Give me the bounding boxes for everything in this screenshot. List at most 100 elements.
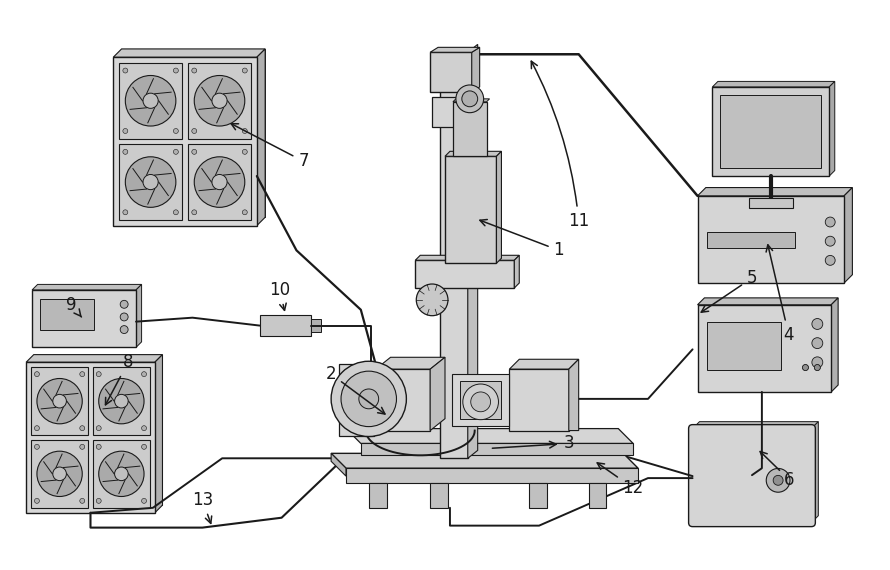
Circle shape (194, 75, 245, 126)
Circle shape (417, 284, 448, 316)
Circle shape (463, 384, 498, 420)
Circle shape (766, 469, 790, 492)
Circle shape (359, 389, 378, 409)
Bar (93, 440, 150, 508)
Circle shape (825, 217, 835, 227)
Text: 11: 11 (531, 61, 589, 230)
Circle shape (143, 174, 158, 190)
Bar (40, 299, 94, 330)
Circle shape (341, 371, 396, 426)
Circle shape (812, 357, 822, 368)
Circle shape (80, 426, 85, 431)
Polygon shape (569, 359, 578, 430)
Text: 5: 5 (701, 269, 757, 312)
Circle shape (242, 210, 247, 215)
Circle shape (142, 445, 147, 449)
Circle shape (174, 149, 178, 154)
Bar (440, 52, 468, 458)
Bar (32, 290, 136, 347)
Text: 8: 8 (106, 353, 134, 405)
Circle shape (212, 174, 227, 190)
Text: 3: 3 (492, 434, 574, 453)
Circle shape (123, 210, 128, 215)
Circle shape (35, 445, 39, 449)
Polygon shape (812, 422, 818, 523)
Text: 13: 13 (191, 491, 213, 523)
Bar (708, 233, 796, 248)
Polygon shape (831, 298, 838, 392)
Circle shape (123, 149, 128, 154)
Bar (698, 305, 831, 392)
Circle shape (143, 93, 158, 108)
Bar (93, 368, 150, 435)
Circle shape (123, 128, 128, 133)
Circle shape (120, 313, 128, 321)
Polygon shape (122, 49, 265, 217)
Polygon shape (453, 99, 490, 102)
Circle shape (120, 325, 128, 333)
Polygon shape (430, 47, 480, 52)
Polygon shape (32, 284, 142, 290)
Circle shape (115, 467, 128, 481)
Polygon shape (257, 49, 265, 226)
Circle shape (212, 93, 227, 108)
Bar (452, 374, 509, 426)
Circle shape (814, 365, 821, 370)
Bar (113, 57, 257, 226)
Circle shape (53, 467, 67, 481)
Circle shape (462, 91, 478, 107)
Polygon shape (472, 47, 480, 92)
Polygon shape (514, 255, 519, 288)
Bar (509, 369, 569, 430)
Circle shape (471, 392, 490, 412)
Polygon shape (712, 82, 835, 87)
Bar (698, 196, 844, 283)
Circle shape (773, 475, 783, 485)
Circle shape (456, 85, 483, 113)
Bar (31, 368, 88, 435)
Bar (430, 52, 472, 92)
Bar (368, 483, 386, 508)
Text: 9: 9 (67, 296, 82, 317)
Circle shape (803, 365, 808, 370)
Circle shape (80, 498, 85, 503)
Circle shape (174, 128, 178, 133)
Circle shape (142, 372, 147, 377)
Polygon shape (346, 429, 633, 443)
Circle shape (803, 365, 808, 370)
Circle shape (35, 372, 39, 377)
Circle shape (80, 445, 85, 449)
Circle shape (53, 394, 67, 408)
Polygon shape (430, 357, 445, 430)
Circle shape (174, 68, 178, 73)
Bar (346, 468, 638, 483)
Polygon shape (155, 355, 163, 513)
Polygon shape (468, 44, 478, 458)
Polygon shape (136, 284, 142, 347)
Bar (712, 87, 829, 176)
Circle shape (142, 498, 147, 503)
Bar (430, 483, 448, 508)
Polygon shape (34, 355, 163, 505)
Text: 2: 2 (326, 365, 385, 414)
Bar (530, 483, 547, 508)
Bar (119, 63, 182, 139)
Polygon shape (331, 453, 346, 476)
Circle shape (120, 300, 128, 308)
Circle shape (242, 149, 247, 154)
Bar (119, 144, 182, 220)
Circle shape (191, 128, 197, 133)
Polygon shape (698, 298, 838, 305)
Bar (188, 144, 251, 220)
Circle shape (123, 68, 128, 73)
Text: 1: 1 (480, 219, 564, 259)
Bar (433, 97, 470, 127)
Bar (26, 363, 155, 513)
Text: 10: 10 (269, 281, 290, 310)
Bar (720, 95, 821, 168)
FancyBboxPatch shape (689, 425, 815, 527)
Circle shape (125, 157, 176, 207)
Bar (708, 322, 781, 370)
Circle shape (96, 498, 101, 503)
Circle shape (194, 157, 245, 207)
